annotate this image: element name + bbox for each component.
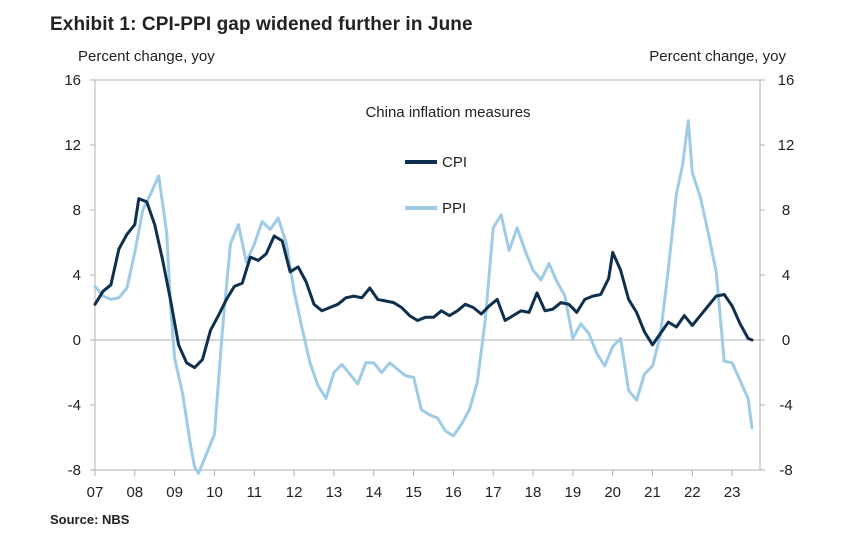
x-tick-label: 23 <box>724 484 741 501</box>
x-tick-label: 10 <box>206 484 223 501</box>
right-axis-title: Percent change, yoy <box>649 48 786 65</box>
left-axis-title: Percent change, yoy <box>78 48 215 65</box>
x-tick-label: 14 <box>365 484 382 501</box>
x-tick-label: 08 <box>126 484 143 501</box>
chart-title: China inflation measures <box>365 104 530 121</box>
plot-border <box>94 79 761 471</box>
x-axis-ticks: 07 08 09 10 11 12 13 14 15 16 17 18 19 20 21 22 23 <box>87 470 741 501</box>
y-tick-label-right: -4 <box>779 397 792 414</box>
x-tick-label: 21 <box>644 484 661 501</box>
source-note: Source: NBS <box>50 512 130 527</box>
y-tick-label-left: -4 <box>68 397 81 414</box>
x-tick-label: 13 <box>326 484 343 501</box>
series-group <box>93 119 754 475</box>
y-axis-ticks: -8 -8 -4 -4 0 0 4 4 8 8 12 12 16 16 <box>64 72 794 479</box>
y-tick-label-left: 12 <box>64 137 81 154</box>
legend-label-cpi: CPI <box>442 154 467 171</box>
y-tick-label-right: 8 <box>782 202 790 219</box>
y-tick-label-left: -8 <box>68 462 81 479</box>
x-tick-label: 20 <box>604 484 621 501</box>
legend: CPI PPI <box>405 154 467 217</box>
legend-label-ppi: PPI <box>442 200 466 217</box>
y-tick-label-right: 0 <box>782 332 790 349</box>
x-tick-label: 16 <box>445 484 462 501</box>
plot-frame <box>94 79 761 471</box>
y-tick-label-right: 16 <box>778 72 795 89</box>
x-tick-label: 19 <box>565 484 582 501</box>
exhibit-title: Exhibit 1: CPI-PPI gap widened further i… <box>50 14 473 35</box>
x-tick-label: 17 <box>485 484 502 501</box>
x-tick-label: 15 <box>405 484 422 501</box>
x-tick-label: 07 <box>87 484 104 501</box>
y-tick-label-right: -8 <box>779 462 792 479</box>
y-tick-label-left: 4 <box>73 267 81 284</box>
y-tick-label-left: 0 <box>73 332 81 349</box>
x-tick-label: 12 <box>286 484 303 501</box>
x-tick-label: 09 <box>166 484 183 501</box>
y-tick-label-left: 8 <box>73 202 81 219</box>
x-tick-label: 18 <box>525 484 542 501</box>
series-line-cpi <box>93 197 754 370</box>
y-tick-label-left: 16 <box>64 72 81 89</box>
y-tick-label-right: 12 <box>778 137 795 154</box>
y-tick-label-right: 4 <box>782 267 790 284</box>
x-tick-label: 22 <box>684 484 701 501</box>
x-tick-label: 11 <box>246 484 262 501</box>
series-line-ppi <box>93 119 754 475</box>
